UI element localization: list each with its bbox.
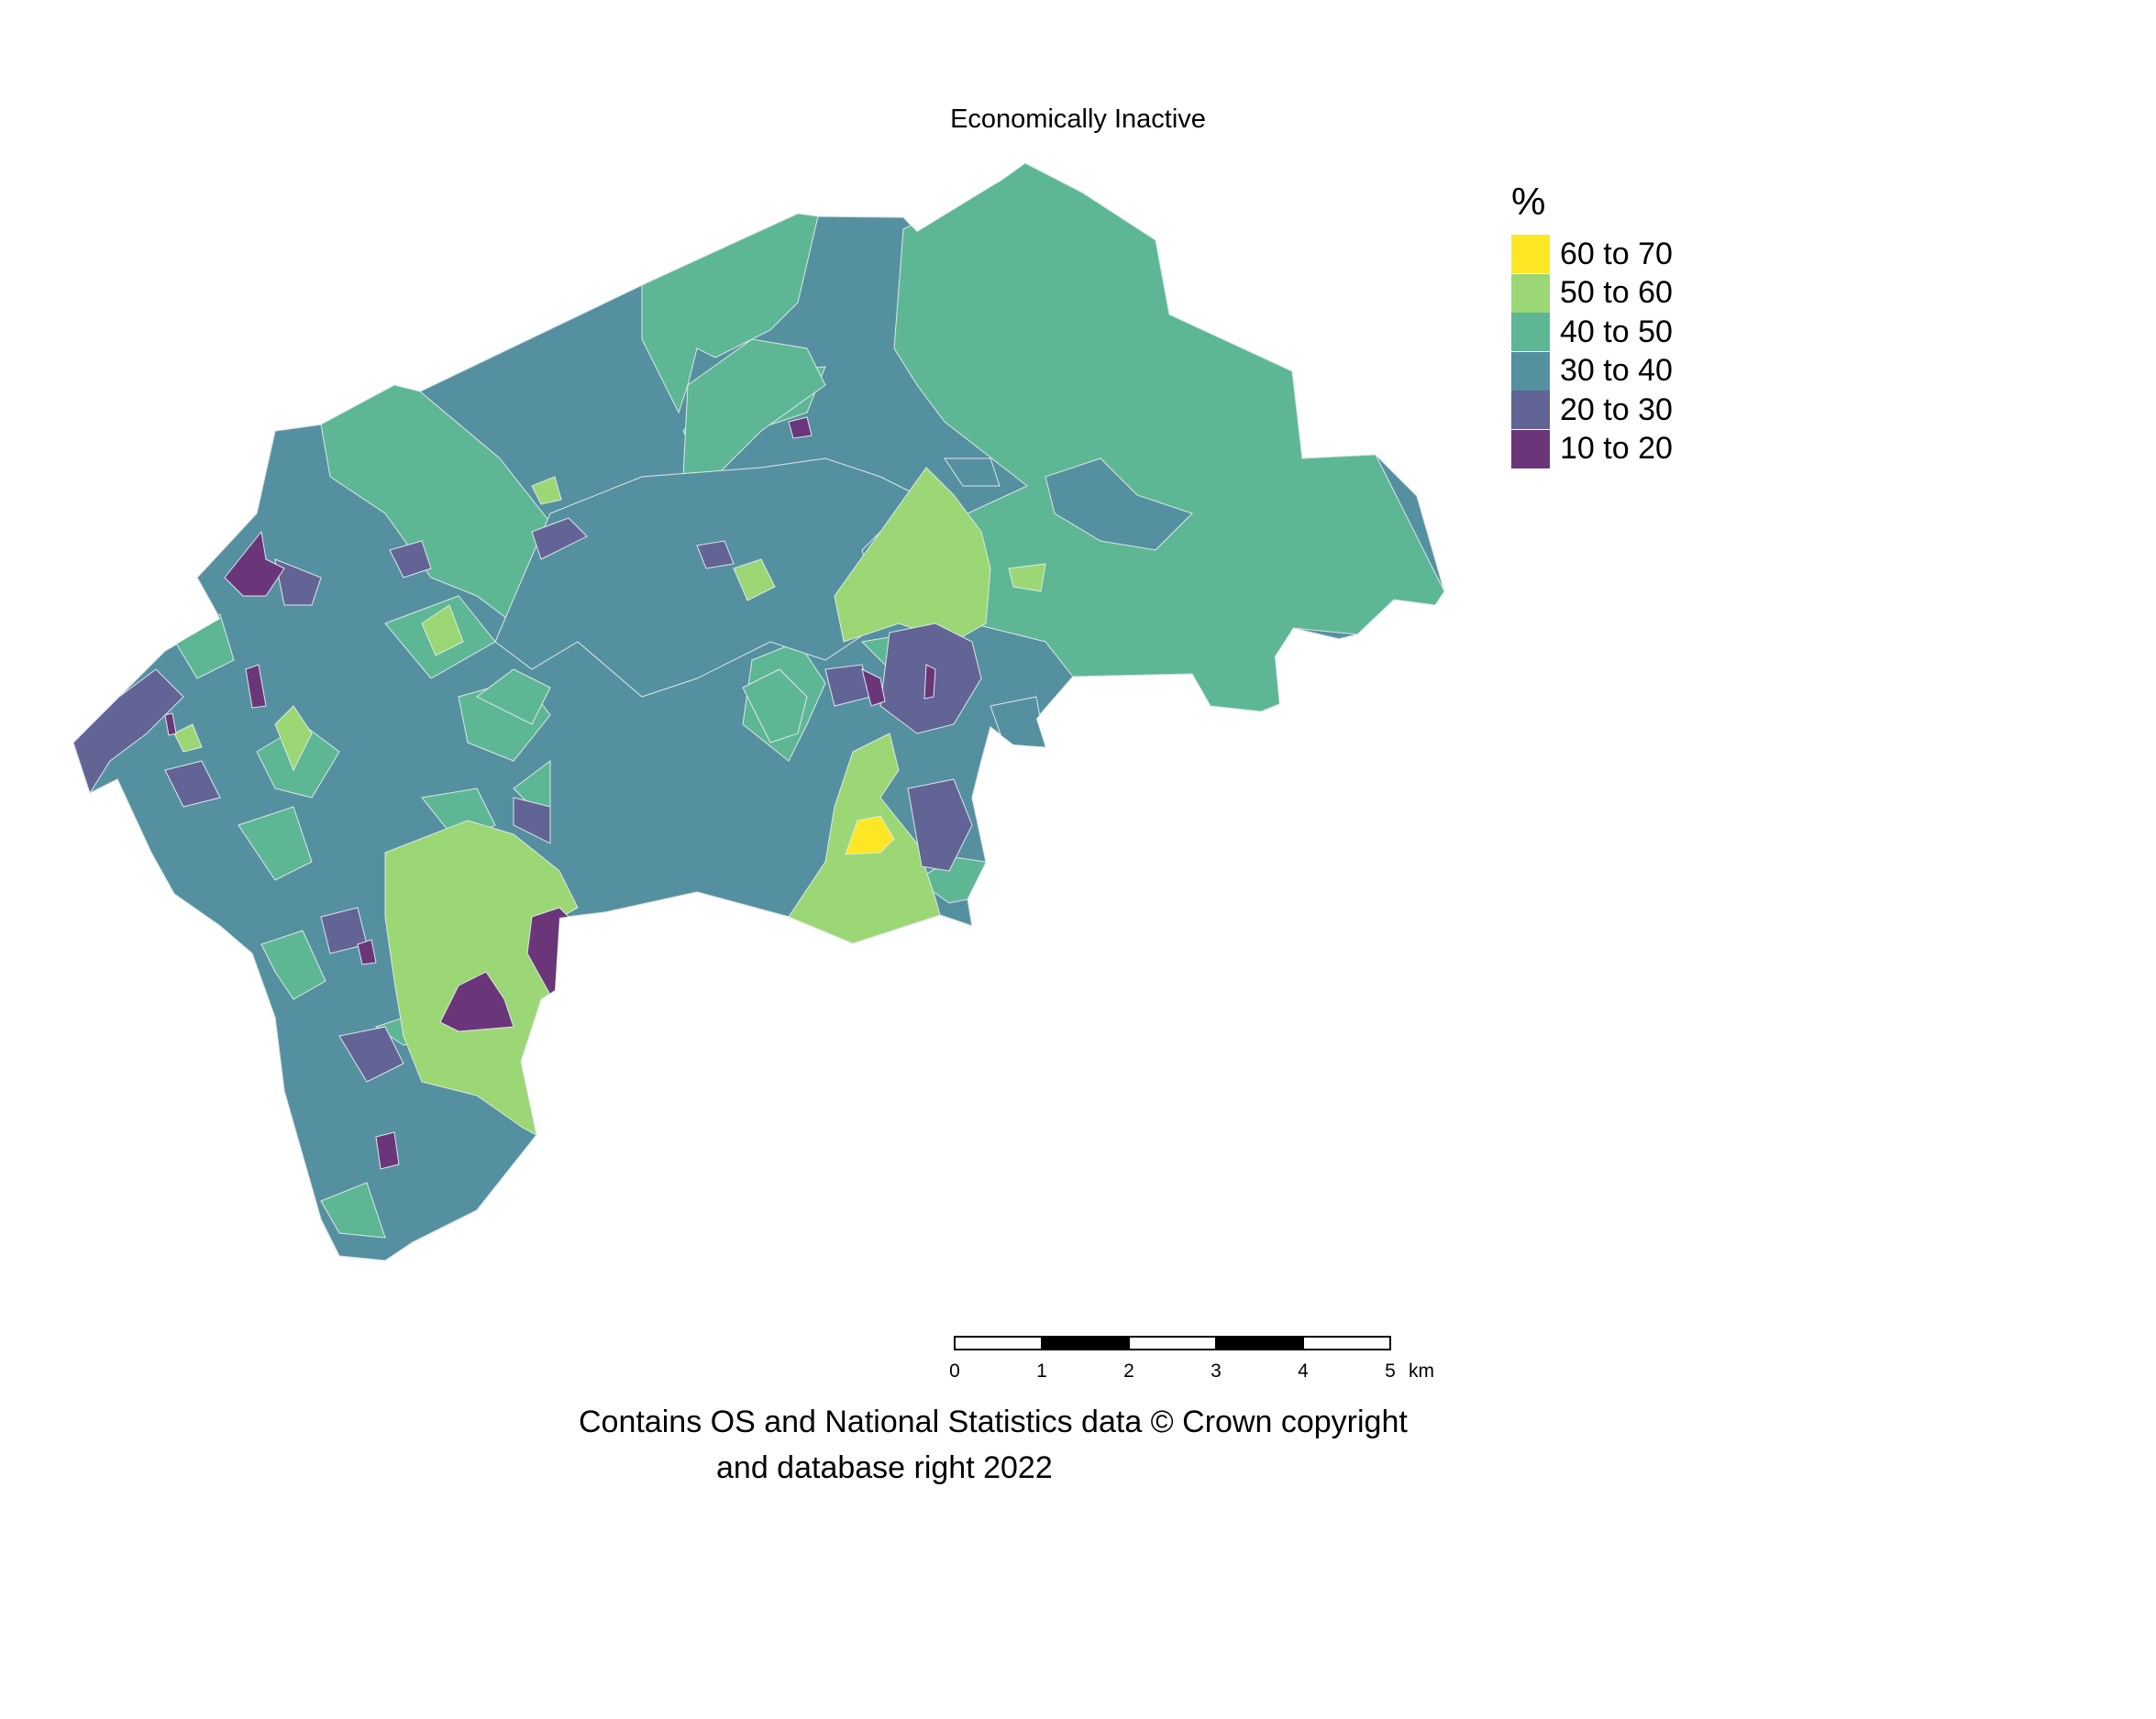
scale-tick-5: 5	[1385, 1361, 1396, 1382]
map-area-40-50-ne-town	[742, 668, 808, 744]
map-area-10-20-east-2	[923, 664, 936, 700]
map-area-10-20-east-1	[861, 668, 886, 707]
legend-label: 20 to 30	[1560, 391, 1673, 427]
map-area-60-70	[845, 815, 895, 855]
legend-label: 50 to 60	[1560, 275, 1673, 311]
scale-tick-0: 0	[949, 1361, 960, 1382]
map-area-20-30-se-town	[907, 778, 973, 872]
map-area-10-20-northwest	[224, 530, 285, 597]
map-area-20-30-sw	[338, 1026, 404, 1083]
legend-label: 40 to 50	[1560, 314, 1673, 349]
map-area-40-50-sw-4	[238, 806, 313, 881]
legend-label: 10 to 20	[1560, 431, 1673, 467]
map-area-20-30-nmid	[389, 540, 432, 579]
map-area-40-50-sw-3	[320, 1182, 386, 1239]
map-area-30-40-east-town	[1045, 457, 1193, 551]
legend-item: 50 to 60	[1511, 273, 1673, 314]
credit-line-2: and database right 2022	[716, 1450, 1053, 1485]
map-area-30-40-east-mid	[944, 457, 1001, 487]
credit-text: Contains OS and National Statistics data…	[579, 1399, 1408, 1491]
map-title: Economically Inactive	[950, 105, 1206, 134]
map-area-20-30-wmid	[164, 760, 221, 808]
map-area-10-20-north	[788, 416, 813, 439]
legend-item: 60 to 70	[1511, 235, 1673, 274]
map-area-20-30-sw-2	[513, 797, 551, 844]
map-area-40-50-sw-1	[260, 930, 326, 1000]
map-area-40-50-mid-2	[476, 668, 551, 725]
map-area-50-60-west	[274, 705, 313, 772]
scale-tick-1: 1	[1036, 1361, 1047, 1382]
legend-title: %	[1511, 180, 1546, 223]
map-area-10-20-south-2	[439, 971, 514, 1032]
scale-tick-3: 3	[1211, 1361, 1222, 1382]
legend: % 60 to 70 50 to 60 40 to 50 30 to 40 20…	[1511, 180, 1673, 468]
scale-unit: km	[1409, 1361, 1434, 1382]
legend-swatch	[1511, 391, 1550, 430]
legend-label: 60 to 70	[1560, 236, 1673, 271]
legend-item: 10 to 20	[1511, 429, 1673, 469]
legend-item: 20 to 30	[1511, 391, 1673, 430]
map-area-50-60-north-1	[531, 476, 562, 505]
scale-tick-4: 4	[1298, 1361, 1309, 1382]
legend-swatch	[1511, 235, 1550, 274]
legend-item: 40 to 50	[1511, 313, 1673, 352]
map-area-10-20-west-1	[245, 664, 267, 709]
credit-line-1: Contains OS and National Statistics data…	[579, 1405, 1408, 1439]
map-area-30-40-se-1	[990, 696, 1046, 748]
map-area-20-30-north	[531, 517, 588, 560]
legend-swatch	[1511, 429, 1550, 468]
map-area-20-30-nw	[274, 558, 322, 606]
legend-swatch	[1511, 313, 1550, 352]
map-area-50-60-west-3	[173, 723, 203, 753]
map-area-10-20-sw-2	[357, 939, 377, 965]
map-area-50-60-west-2	[421, 604, 464, 656]
map-area-50-60-east-2	[1008, 563, 1046, 592]
legend-swatch	[1511, 351, 1550, 391]
map-area-50-60-mid	[733, 558, 776, 601]
scale-bar-graphic	[954, 1336, 1391, 1350]
legend-swatch	[1511, 273, 1550, 313]
map-area-20-30-nmid-2	[696, 540, 735, 569]
legend-label: 30 to 40	[1560, 353, 1673, 389]
map-area-10-20-sw-1	[375, 1131, 400, 1170]
map-area-10-20-west-2	[164, 712, 177, 736]
map-area-50-60-east	[834, 467, 991, 643]
scale-tick-2: 2	[1123, 1361, 1134, 1382]
legend-item: 30 to 40	[1511, 351, 1673, 391]
